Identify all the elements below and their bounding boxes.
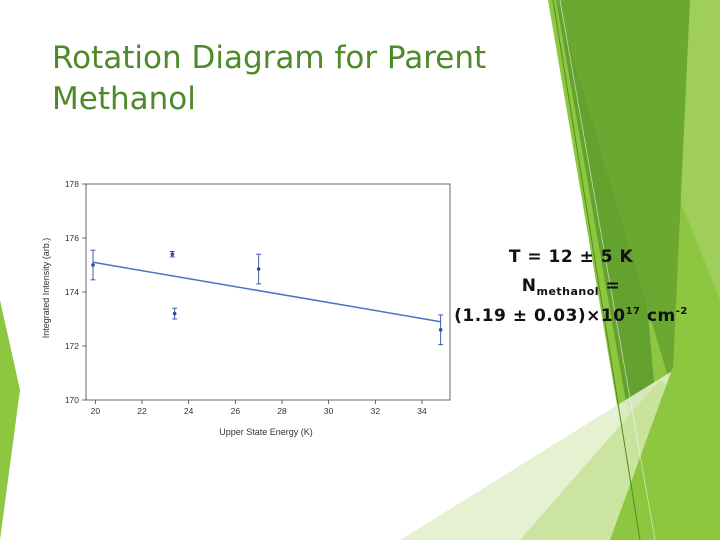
x-tick-label: 24 — [184, 406, 194, 416]
y-tick-label: 176 — [65, 233, 79, 243]
y-tick-label: 178 — [65, 179, 79, 189]
right-panel-line-b — [559, 0, 656, 540]
rotation-diagram-chart: 20 22 24 26 28 30 32 34 170 172 174 176 178 Upper St… — [30, 172, 460, 442]
x-tick-label: 20 — [91, 406, 101, 416]
x-tick-label: 30 — [324, 406, 334, 416]
data-point — [172, 311, 177, 316]
left-accent-triangle — [0, 300, 20, 540]
fit-line — [92, 261, 441, 323]
column-value: (1.19 ± 0.03)×10 — [454, 306, 626, 326]
x-tick-label: 26 — [231, 406, 241, 416]
right-panel-line-a — [552, 0, 641, 540]
data-point — [256, 267, 261, 271]
data-point — [438, 328, 443, 332]
x-tick-label: 28 — [277, 406, 287, 416]
x-tick-label: 32 — [371, 406, 381, 416]
data-point — [91, 263, 95, 267]
column-density-value: (1.19 ± 0.03)×1017 cm-2 — [446, 302, 696, 333]
data-point — [170, 252, 175, 256]
right-panel-bottom-green — [610, 300, 720, 540]
y-tick-label: 170 — [65, 395, 79, 405]
y-tick-label: 174 — [65, 287, 79, 297]
y-tick-label: 172 — [65, 341, 79, 351]
chart-background — [30, 172, 460, 442]
x-tick-label: 34 — [417, 406, 427, 416]
slide-title-line2: Methanol — [52, 81, 196, 117]
n-symbol: N — [521, 276, 537, 296]
slide-title-line1: Rotation Diagram for Parent — [52, 40, 487, 76]
x-tick-label: 22 — [137, 406, 147, 416]
column-density-label: Nmethanol = — [446, 272, 696, 302]
column-unit: cm — [640, 306, 676, 326]
slide-title: Rotation Diagram for Parent Methanol — [52, 38, 532, 120]
n-subscript: methanol — [536, 285, 600, 298]
temperature-result: T = 12 ± 5 K — [508, 247, 634, 267]
n-equals: = — [599, 276, 621, 296]
x-axis-label: Upper State Energy (K) — [219, 427, 313, 437]
column-exponent: 17 — [625, 306, 641, 317]
y-axis-label: Integrated Intensity (arb.) — [41, 238, 51, 339]
column-unit-exponent: -2 — [675, 306, 688, 317]
right-panel-mid — [556, 0, 690, 390]
results-panel: T = 12 ± 5 K Nmethanol = (1.19 ± 0.03)×1… — [446, 243, 696, 333]
